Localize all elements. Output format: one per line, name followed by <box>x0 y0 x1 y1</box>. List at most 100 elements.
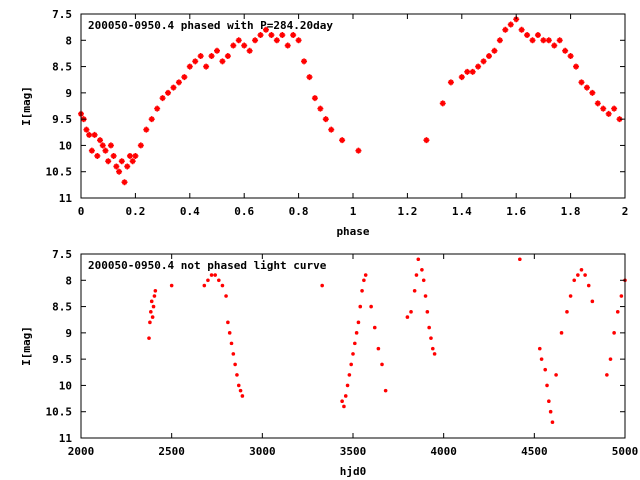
data-point <box>355 147 362 154</box>
chart-light-curve: 2000 2500 3000 3500 4000 4500 5000 7.5 8 8.5 9 9.5 1… <box>20 248 638 478</box>
data-point <box>362 278 366 283</box>
chart-title-light-curve: 200050-0950.4 not phased light curve <box>88 259 327 272</box>
x-tick-label: 1.8 <box>561 205 581 218</box>
data-point <box>524 32 531 39</box>
x-tick-label: 0 <box>78 205 85 218</box>
data-point <box>356 320 361 325</box>
ticks-phased: 0 0.2 0.4 0.6 0.8 1 1.2 1.4 1.6 1.8 2 7.5 8 8.5 9 9.5 10… <box>46 8 629 218</box>
y-tick-label: 8 <box>65 274 72 287</box>
data-point <box>586 283 591 288</box>
data-point <box>414 273 419 277</box>
data-point <box>233 362 237 367</box>
data-point <box>132 152 139 159</box>
x-tick-label: 1 <box>350 205 357 218</box>
data-point <box>600 105 607 112</box>
data-point <box>550 420 555 425</box>
data-point <box>149 299 154 304</box>
data-point <box>543 367 548 372</box>
x-tick-label: 1.4 <box>452 205 472 218</box>
y-tick-label: 8.5 <box>52 61 72 74</box>
data-point <box>608 357 613 361</box>
data-point <box>241 42 248 49</box>
data-point <box>529 37 536 44</box>
data-point <box>354 331 359 335</box>
x-tick-label: 1.2 <box>397 205 417 218</box>
data-point <box>545 383 549 388</box>
data-point <box>94 152 101 159</box>
data-point <box>405 315 410 319</box>
data-point <box>154 105 161 112</box>
x-tick-label: 4000 <box>430 445 457 458</box>
data-point <box>383 388 388 393</box>
plot-frame-light-curve <box>80 253 626 439</box>
x-tick-label: 2 <box>622 205 629 218</box>
data-point <box>220 283 225 288</box>
y-tick-label: 10 <box>59 139 72 152</box>
points-light-curve <box>147 257 627 425</box>
data-point <box>447 79 454 86</box>
data-point <box>113 163 120 170</box>
data-point <box>615 310 620 314</box>
data-point <box>573 63 580 70</box>
data-point <box>439 100 446 107</box>
data-point <box>231 352 236 356</box>
data-point <box>86 131 93 138</box>
data-point <box>423 294 428 298</box>
data-point <box>534 32 541 39</box>
data-point <box>284 42 291 49</box>
data-point <box>432 352 437 356</box>
data-point <box>105 158 112 165</box>
y-tick-label: 8 <box>65 34 72 47</box>
data-point <box>342 404 346 409</box>
data-point <box>568 294 573 298</box>
data-point <box>217 278 221 283</box>
data-point <box>491 47 498 54</box>
data-point <box>149 310 153 314</box>
data-point <box>257 32 264 39</box>
data-point <box>320 283 324 288</box>
x-tick-label: 2500 <box>158 445 185 458</box>
data-point <box>159 95 166 102</box>
data-point <box>540 37 547 44</box>
data-point <box>227 331 232 335</box>
data-point <box>611 105 618 112</box>
data-point <box>116 168 123 175</box>
data-point <box>547 399 551 404</box>
data-point <box>121 179 128 186</box>
data-point <box>311 95 318 102</box>
data-point <box>380 362 384 367</box>
data-point <box>590 299 595 304</box>
data-point <box>226 320 230 325</box>
data-point <box>556 37 563 44</box>
data-point <box>496 37 503 44</box>
data-point <box>612 331 616 335</box>
y-tick-label: 9 <box>65 87 72 100</box>
data-point <box>579 267 584 272</box>
data-point <box>235 373 239 377</box>
data-point <box>475 63 482 70</box>
data-point <box>219 58 226 65</box>
data-point <box>268 32 275 39</box>
data-point <box>213 273 217 277</box>
data-point <box>150 315 155 319</box>
data-point <box>421 278 426 283</box>
data-point <box>537 346 542 351</box>
data-point <box>118 158 125 165</box>
data-point <box>83 126 90 133</box>
x-tick-label: 2000 <box>68 445 95 458</box>
data-point <box>480 58 487 65</box>
x-tick-label: 0.6 <box>234 205 254 218</box>
data-point <box>554 373 558 377</box>
data-point <box>107 142 114 149</box>
data-point <box>181 74 188 81</box>
y-tick-label: 9.5 <box>52 113 72 126</box>
data-point <box>340 399 344 404</box>
data-point <box>425 310 430 314</box>
data-point <box>224 294 228 298</box>
data-point <box>224 53 231 60</box>
ticks-light-curve: 2000 2500 3000 3500 4000 4500 5000 7.5 8 8.5 9 9.5 1… <box>46 248 639 458</box>
data-point <box>427 325 431 330</box>
data-point <box>345 383 350 388</box>
data-point <box>148 320 152 325</box>
y-tick-label: 9 <box>65 327 72 340</box>
